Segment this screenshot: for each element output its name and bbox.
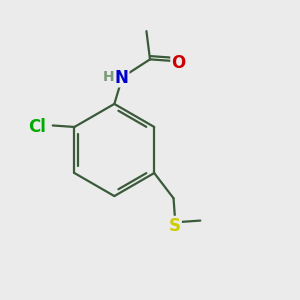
Text: S: S — [169, 217, 181, 235]
Text: O: O — [171, 54, 185, 72]
Text: N: N — [115, 69, 129, 87]
Text: H: H — [103, 70, 114, 84]
Text: Cl: Cl — [28, 118, 46, 136]
